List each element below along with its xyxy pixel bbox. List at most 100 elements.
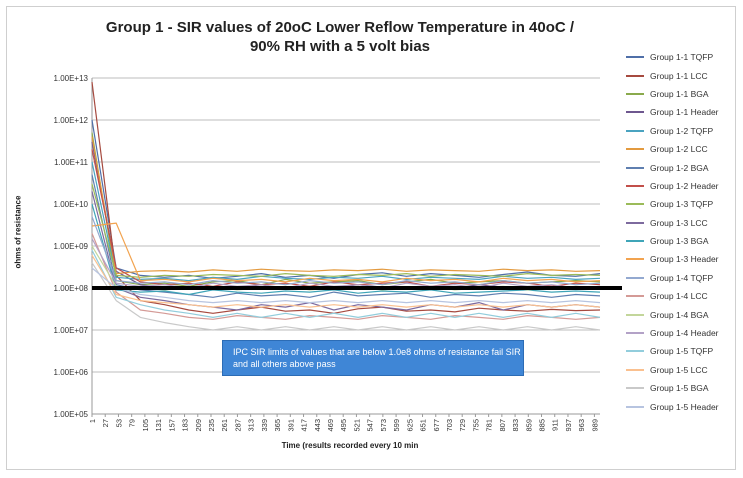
y-tick-label: 1.00E+07 — [54, 326, 89, 335]
series-line — [91, 249, 601, 318]
legend: Group 1-1 TQFP Group 1-1 LCC Group 1-1 BGA… — [626, 48, 719, 416]
legend-item: Group 1-4 BGA — [626, 305, 719, 323]
series-line — [91, 161, 601, 282]
series-line — [91, 254, 601, 308]
legend-label: Group 1-4 TQFP — [650, 272, 714, 283]
chart-frame — [6, 6, 736, 470]
x-tick-label: 807 — [498, 419, 507, 432]
legend-label: Group 1-4 BGA — [650, 309, 709, 320]
legend-label: Group 1-1 LCC — [650, 70, 708, 81]
y-tick-label: 1.00E+12 — [54, 116, 89, 125]
series-line — [91, 149, 601, 287]
legend-label: Group 1-4 LCC — [650, 291, 708, 302]
legend-label: Group 1-3 TQFP — [650, 199, 714, 210]
x-tick-label: 417 — [300, 419, 309, 432]
x-tick-label: 651 — [419, 419, 428, 432]
legend-label: Group 1-3 LCC — [650, 217, 708, 228]
legend-label: Group 1-5 TQFP — [650, 346, 714, 357]
series-line — [91, 82, 601, 314]
legend-label: Group 1-2 TQFP — [650, 125, 714, 136]
legend-item: Group 1-1 TQFP — [626, 48, 719, 66]
x-tick-label: 677 — [432, 419, 441, 432]
legend-item: Group 1-1 BGA — [626, 85, 719, 103]
x-tick-label: 365 — [273, 419, 282, 432]
legend-swatch — [626, 240, 644, 243]
x-tick-label: 625 — [405, 419, 414, 432]
x-tick-label: 573 — [379, 419, 388, 432]
x-tick-label: 859 — [524, 419, 533, 432]
x-tick-label: 521 — [352, 419, 361, 432]
legend-item: Group 1-3 LCC — [626, 214, 719, 232]
legend-item: Group 1-2 TQFP — [626, 122, 719, 140]
legend-swatch — [626, 405, 644, 408]
x-tick-label: 443 — [313, 419, 322, 432]
legend-item: Group 1-3 TQFP — [626, 195, 719, 213]
legend-swatch — [626, 129, 644, 132]
legend-item: Group 1-3 Header — [626, 250, 719, 268]
legend-swatch — [626, 203, 644, 206]
x-tick-label: 79 — [128, 419, 137, 427]
legend-label: Group 1-4 Header — [650, 328, 719, 339]
legend-item: Group 1-4 LCC — [626, 287, 719, 305]
legend-swatch — [626, 56, 644, 59]
x-tick-label: 911 — [551, 419, 560, 431]
legend-item: Group 1-4 TQFP — [626, 269, 719, 287]
x-tick-label: 183 — [181, 419, 190, 432]
legend-swatch — [626, 258, 644, 261]
x-axis-label: Time (results recorded every 10 min — [281, 441, 419, 450]
x-tick-label: 469 — [326, 419, 335, 432]
legend-swatch — [626, 166, 644, 169]
x-tick-label: 261 — [220, 419, 229, 432]
legend-label: Group 1-1 BGA — [650, 88, 709, 99]
x-tick-label: 833 — [511, 419, 520, 432]
legend-swatch — [626, 276, 644, 279]
legend-label: Group 1-1 TQFP — [650, 52, 714, 63]
x-tick-label: 755 — [471, 419, 480, 432]
x-tick-label: 781 — [485, 419, 494, 432]
legend-label: Group 1-2 LCC — [650, 144, 708, 155]
legend-swatch — [626, 332, 644, 335]
x-tick-label: 495 — [339, 419, 348, 432]
legend-label: Group 1-5 BGA — [650, 383, 709, 394]
x-tick-label: 287 — [233, 419, 242, 432]
legend-label: Group 1-2 BGA — [650, 162, 709, 173]
series-line — [91, 141, 600, 291]
legend-item: Group 1-3 BGA — [626, 232, 719, 250]
legend-item: Group 1-2 Header — [626, 177, 719, 195]
legend-swatch — [626, 387, 644, 390]
x-tick-label: 885 — [538, 419, 547, 432]
legend-label: Group 1-2 Header — [650, 180, 719, 191]
legend-swatch — [626, 74, 644, 77]
legend-swatch — [626, 313, 644, 316]
legend-swatch — [626, 148, 644, 151]
series-line — [91, 222, 601, 283]
legend-item: Group 1-5 LCC — [626, 361, 719, 379]
series-line — [91, 183, 601, 278]
legend-swatch — [626, 92, 644, 95]
threshold-annotation: IPC SIR limits of values that are below … — [222, 340, 524, 376]
series-line — [91, 136, 601, 275]
x-tick-label: 235 — [207, 419, 216, 432]
y-tick-label: 1.00E+11 — [54, 158, 88, 167]
y-tick-label: 1.00E+08 — [54, 284, 89, 293]
x-tick-label: 547 — [366, 419, 375, 432]
y-tick-label: 1.00E+06 — [54, 368, 89, 377]
series-line — [91, 191, 601, 311]
x-tick-label: 131 — [154, 419, 163, 432]
x-tick-label: 53 — [114, 419, 123, 427]
x-tick-label: 27 — [101, 419, 110, 427]
x-tick-label: 937 — [564, 419, 573, 432]
y-tick-label: 1.00E+10 — [54, 200, 89, 209]
series-line — [91, 119, 601, 279]
legend-label: Group 1-3 Header — [650, 254, 719, 265]
legend-label: Group 1-3 BGA — [650, 236, 709, 247]
chart-title: Group 1 - SIR values of 20oC Lower Reflo… — [105, 19, 575, 55]
series-line — [91, 203, 601, 296]
x-tick-label: 391 — [286, 419, 295, 432]
y-tick-label: 1.00E+05 — [54, 410, 89, 419]
legend-item: Group 1-2 BGA — [626, 158, 719, 176]
series-line — [91, 267, 601, 304]
series-line — [91, 233, 601, 320]
legend-item: Group 1-1 Header — [626, 103, 719, 121]
